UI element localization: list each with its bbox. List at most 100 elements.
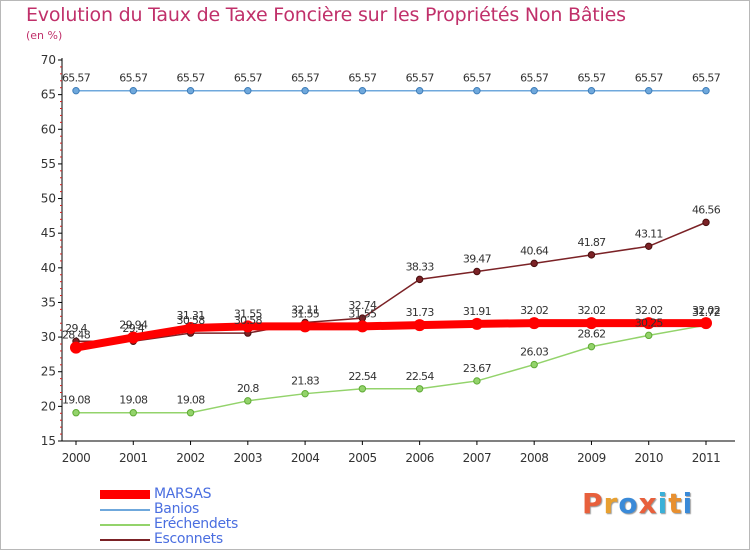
data-label: 32.02 [577,304,605,317]
data-point [184,322,197,335]
data-label: 32.02 [635,304,663,317]
data-point [244,86,252,95]
data-label: 41.87 [577,236,606,249]
legend-label: Banios [154,501,200,517]
data-point [413,319,426,332]
data-point [129,86,137,95]
data-label: 32.74 [348,299,377,312]
data-point [473,267,481,276]
data-point [301,389,309,398]
data-label: 65.57 [577,72,606,85]
data-label: 43.11 [635,227,663,240]
y-tick-label: 40 [41,261,56,275]
data-point [470,317,483,330]
y-tick-label: 35 [41,295,56,309]
data-point [645,86,653,95]
data-label: 31.31 [177,309,205,322]
logo-letter: o [618,487,639,520]
data-point [186,409,195,417]
y-tick-label: 45 [41,226,56,240]
legend-label: Esconnets [154,531,223,547]
data-point [358,385,367,393]
data-label: 23.67 [463,362,492,375]
data-label: 31.73 [406,306,435,319]
data-point [415,275,424,284]
data-point [244,397,252,405]
data-label: 39.47 [463,252,492,265]
series-layer [70,86,712,417]
data-point [299,320,312,333]
data-point [587,342,596,351]
data-label: 28.48 [62,329,91,342]
data-label: 19.08 [177,394,206,407]
data-label: 65.57 [177,72,206,85]
chart-title: Evolution du Taux de Taxe Foncière sur l… [26,4,626,26]
data-label: 30.58 [177,314,206,327]
data-label: 38.33 [406,260,435,273]
data-point [585,317,598,330]
y-tick-label: 50 [41,192,56,206]
logo-letter: r [603,487,619,520]
chart-subtitle: (en %) [26,29,63,42]
data-label: 65.57 [520,72,549,85]
data-label: 30.25 [635,316,664,329]
y-tick-label: 20 [41,399,56,413]
x-tick-label: 2002 [176,451,205,465]
data-label: 31.72 [692,306,720,319]
data-label: 32.02 [692,304,720,317]
series-line-esconnets [76,221,707,342]
proxiti-logo: Proxiti [582,487,693,520]
data-point [356,320,369,333]
legend-swatch [100,539,150,541]
data-point [72,86,80,95]
data-labels-layer: 28.48 29.94 31.31 31.55 31.55 31.55 31.73 31.91… [62,72,721,407]
data-label: 65.57 [62,72,91,85]
legend-swatch [100,509,150,511]
data-label: 29.4 [65,322,87,335]
data-point [301,86,309,95]
data-label: 31.55 [291,307,320,320]
data-label: 29.4 [122,322,144,335]
data-label: 32.02 [520,304,548,317]
y-tick-label: 25 [41,365,56,379]
data-point [358,86,367,95]
x-tick-label: 2009 [577,451,606,465]
data-label: 32.11 [291,303,319,316]
data-point [530,86,538,95]
data-point [241,320,254,333]
data-label: 65.57 [234,72,263,85]
series-line-marsas [72,319,710,352]
data-point [702,218,710,227]
x-tick-label: 2004 [291,451,320,465]
x-tick-label: 2003 [234,451,263,465]
x-tick-label: 2011 [692,451,721,465]
data-label: 26.03 [520,346,549,359]
logo-letter: P [582,487,604,520]
data-point [645,242,653,250]
data-label: 20.8 [237,382,259,395]
y-tick-label: 15 [41,434,56,448]
x-tick-label: 2006 [405,451,434,465]
data-label: 31.55 [234,307,263,320]
data-point [530,360,538,369]
y-tick-label: 70 [41,53,56,67]
legend-swatch [100,524,150,526]
data-label: 22.54 [348,370,377,383]
data-point [645,331,653,340]
logo-letter: t [668,487,683,520]
data-point [473,377,481,385]
data-point [587,251,596,259]
data-label: 65.57 [692,72,721,85]
legend-swatch [100,490,150,499]
data-label: 31.55 [348,307,377,320]
data-label: 31.91 [463,305,491,318]
chart-axes: 15 20 25 30 35 40 45 50 55 60 65 70 2000 2001 2002 2003… [41,53,735,465]
data-point [700,317,712,330]
data-label: 65.57 [463,72,492,85]
y-tick-label: 55 [41,157,56,171]
data-label: 28.62 [577,328,605,341]
data-label: 65.57 [119,72,148,85]
data-point [415,86,424,95]
